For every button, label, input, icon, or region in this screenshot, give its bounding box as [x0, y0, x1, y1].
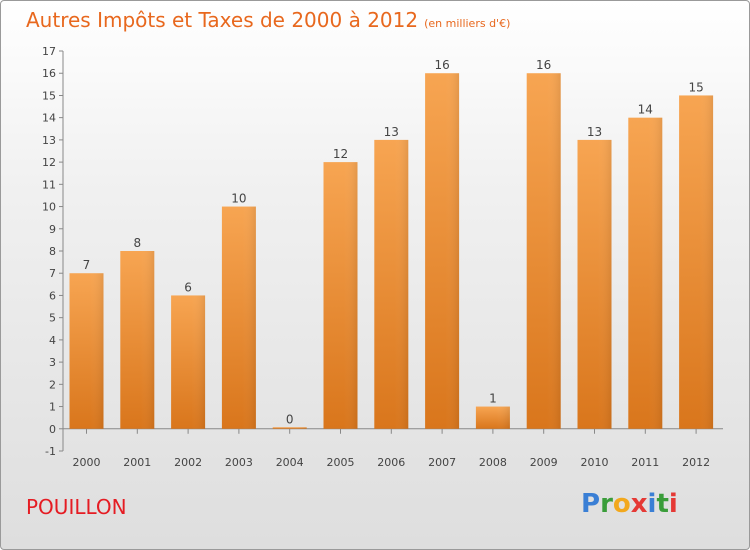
data-label-2004: 0 [286, 412, 294, 426]
logo-letter: o [612, 489, 631, 519]
commune-name: POUILLON [26, 495, 127, 519]
chart-subtitle: (en milliers d'€) [424, 17, 511, 30]
x-tick-label: 2004 [276, 456, 304, 469]
logo-letter: r [600, 489, 613, 519]
y-tick-label: 0 [49, 423, 56, 436]
data-label-2003: 10 [231, 192, 246, 206]
logo-letter: P [581, 489, 601, 519]
logo-letter: i [647, 489, 657, 519]
y-tick-label: -1 [45, 445, 56, 458]
data-label-2005: 12 [333, 147, 348, 161]
y-tick-label: 6 [49, 289, 56, 302]
x-tick-label: 2005 [327, 456, 355, 469]
y-tick-label: 8 [49, 245, 56, 258]
y-tick-label: 1 [49, 401, 56, 414]
y-tick-label: 15 [42, 89, 56, 102]
y-tick-label: 2 [49, 378, 56, 391]
y-tick-label: 3 [49, 356, 56, 369]
bar-sheen-2005 [323, 162, 358, 429]
chart-title: Autres Impôts et Taxes de 2000 à 2012 (en… [26, 8, 510, 32]
bar-sheen-2004 [272, 427, 307, 429]
data-label-2010: 13 [587, 125, 602, 139]
chart-title-text: Autres Impôts et Taxes de 2000 à 2012 [26, 8, 419, 32]
bar-sheen-2009 [526, 73, 561, 429]
bar-sheen-2007 [425, 73, 460, 429]
bar-sheen-2010 [577, 139, 612, 429]
bar-sheen-2011 [628, 117, 663, 429]
x-tick-label: 2011 [631, 456, 659, 469]
x-tick-label: 2007 [428, 456, 456, 469]
x-tick-label: 2010 [581, 456, 609, 469]
x-tick-label: 2009 [530, 456, 558, 469]
data-label-2011: 14 [638, 103, 653, 117]
bar-sheen-2000 [69, 273, 104, 429]
logo-letter: i [668, 489, 678, 519]
bar-sheen-2008 [475, 406, 510, 429]
data-label-2002: 6 [184, 280, 192, 294]
data-label-2012: 15 [688, 80, 703, 94]
label-layer: 7 8 6 10 0 12 13 16 1 16 13 14 15 [83, 58, 704, 426]
bar-layer [69, 73, 714, 429]
y-tick-label: 5 [49, 312, 56, 325]
x-tick-label: 2008 [479, 456, 507, 469]
bar-sheen-2006 [374, 139, 409, 429]
bar-sheen-2012 [679, 95, 714, 429]
bar-sheen-2003 [221, 206, 256, 429]
y-tick-label: 16 [42, 67, 56, 80]
y-tick-label: 14 [42, 112, 56, 125]
logo-letter: x [630, 489, 648, 519]
logo-letter: t [656, 489, 669, 519]
data-label-2007: 16 [434, 58, 449, 72]
y-tick-label: 7 [49, 267, 56, 280]
y-tick-label: 17 [42, 45, 56, 58]
data-label-2009: 16 [536, 58, 551, 72]
y-tick-label: 13 [42, 134, 56, 147]
data-label-2008: 1 [489, 392, 497, 406]
bar-sheen-2001 [120, 251, 155, 429]
proxiti-logo: Proxiti [581, 489, 678, 519]
y-tick-label: 10 [42, 201, 56, 214]
y-tick-label: 4 [49, 334, 56, 347]
bar-sheen-2002 [171, 295, 206, 429]
x-tick-label: 2001 [123, 456, 151, 469]
x-tick-label: 2003 [225, 456, 253, 469]
data-label-2006: 13 [384, 125, 399, 139]
data-label-2000: 7 [83, 258, 91, 272]
x-tick-label: 2006 [377, 456, 405, 469]
x-tick-label: 2000 [73, 456, 101, 469]
data-label-2001: 8 [133, 236, 141, 250]
y-tick-label: 11 [42, 178, 56, 191]
y-tick-label: 12 [42, 156, 56, 169]
x-tick-label: 2002 [174, 456, 202, 469]
y-tick-label: 9 [49, 223, 56, 236]
x-tick-label: 2012 [682, 456, 710, 469]
